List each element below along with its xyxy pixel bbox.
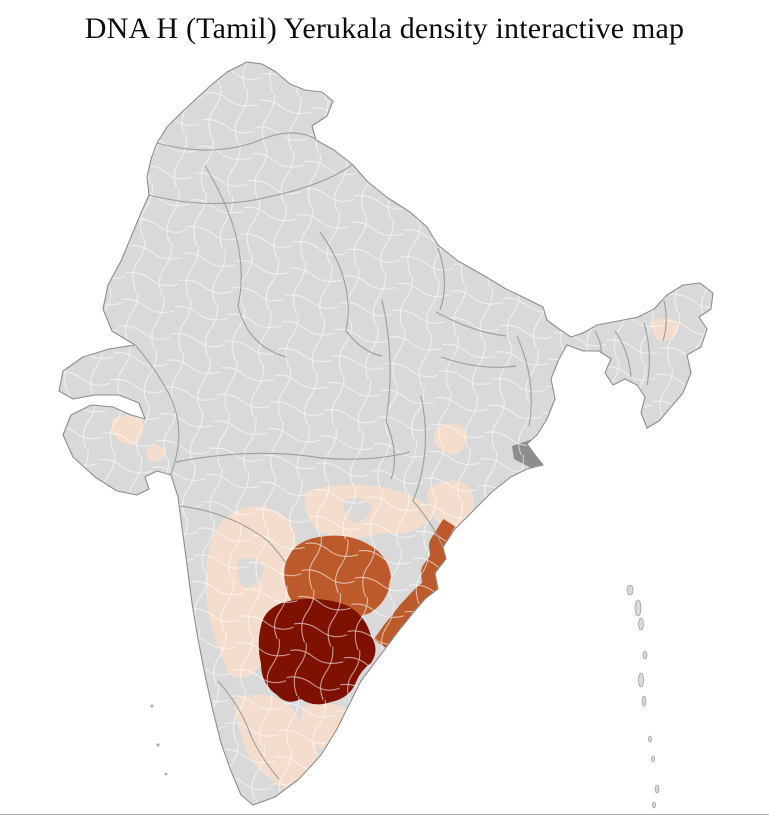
state-boundaries xyxy=(135,132,667,780)
bottom-divider xyxy=(0,814,769,815)
map-title: DNA H (Tamil) Yerukala density interacti… xyxy=(84,12,685,45)
lakshadweep-islands[interactable] xyxy=(150,704,168,776)
andaman-nicobar-islands[interactable] xyxy=(626,584,660,809)
